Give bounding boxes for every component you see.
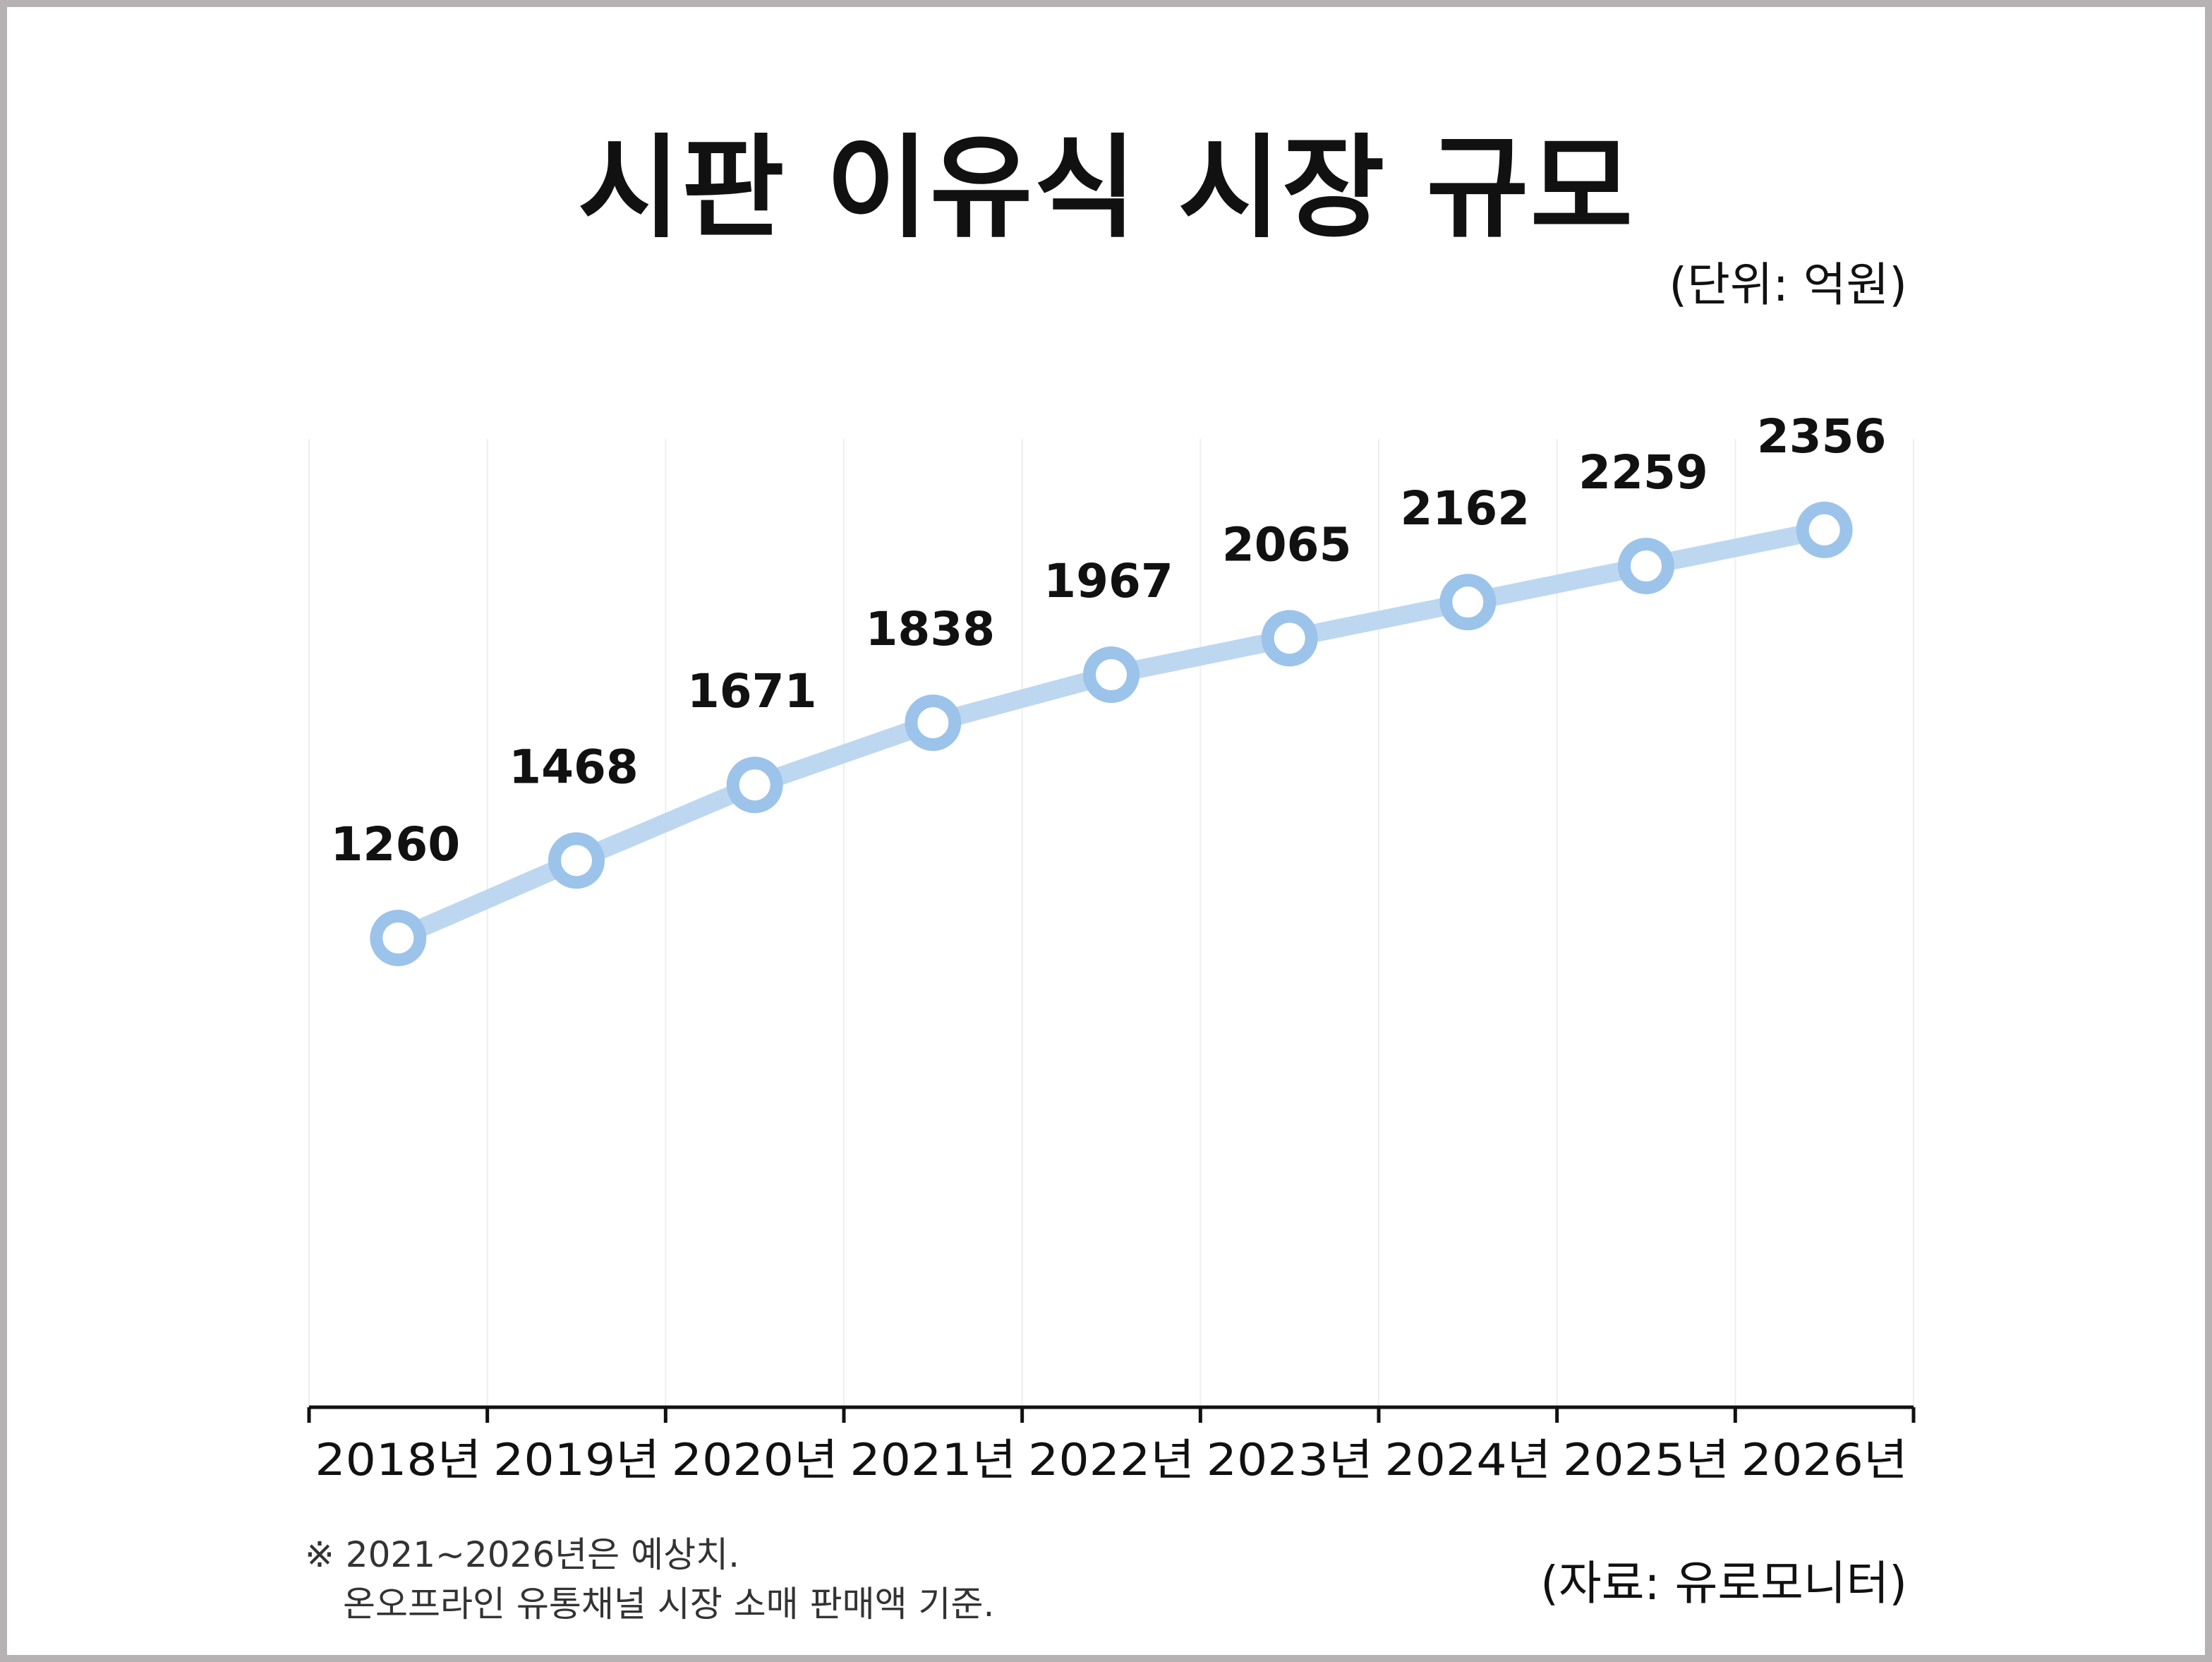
data-label: 1967 <box>1044 554 1173 608</box>
data-point-marker <box>1796 501 1853 558</box>
footnote-line-1: ※ 2021~2026년은 예상치. <box>305 1534 739 1575</box>
x-tick-label: 2022년 <box>1028 1434 1195 1486</box>
x-tick-label: 2025년 <box>1563 1434 1729 1486</box>
x-tick-label: 2020년 <box>672 1434 838 1486</box>
data-label: 1671 <box>687 664 817 718</box>
grid-lines <box>308 439 1914 1407</box>
data-point-marker <box>548 832 605 889</box>
x-tick-label: 2024년 <box>1384 1434 1551 1486</box>
data-label: 1838 <box>865 602 995 656</box>
data-label: 2356 <box>1757 409 1887 464</box>
data-point-marker <box>905 694 962 752</box>
unit-label: (단위: 억원) <box>1669 258 1907 312</box>
data-point-marker <box>370 910 427 967</box>
data-label: 2065 <box>1222 517 1352 572</box>
chart-title: 시판 이유식 시장 규모 <box>577 124 1635 253</box>
x-tick-label: 2019년 <box>493 1434 660 1486</box>
footnote-line-2: 온오프라인 유통채널 시장 소매 판매액 기준. <box>343 1584 995 1625</box>
data-label: 2162 <box>1400 481 1530 536</box>
data-point-marker <box>1083 646 1140 704</box>
x-tick-label: 2026년 <box>1741 1434 1908 1486</box>
source-label: (자료: 유로모니터) <box>1540 1556 1907 1610</box>
data-point-marker <box>726 757 783 814</box>
data-point-marker <box>1261 610 1318 667</box>
data-markers <box>370 501 1853 967</box>
footnote: ※ 2021~2026년은 예상치. 온오프라인 유통채널 시장 소매 판매액 … <box>305 1530 994 1629</box>
data-label: 1260 <box>330 817 460 872</box>
data-label: 1468 <box>509 740 639 794</box>
x-tick-labels: 2018년 2019년 2020년 2021년 2022년 2023년 2024년 2025년… <box>315 1434 1907 1486</box>
x-tick-label: 2021년 <box>850 1434 1016 1486</box>
x-axis <box>307 1405 1916 1423</box>
data-point-marker <box>1439 574 1497 631</box>
x-tick-label: 2023년 <box>1207 1434 1373 1486</box>
data-labels: 1260 1468 1671 1838 1967 2065 2162 2259 2356 <box>330 409 1886 872</box>
data-label: 2259 <box>1578 445 1708 500</box>
x-tick-label: 2018년 <box>315 1434 481 1486</box>
data-point-marker <box>1618 537 1674 594</box>
